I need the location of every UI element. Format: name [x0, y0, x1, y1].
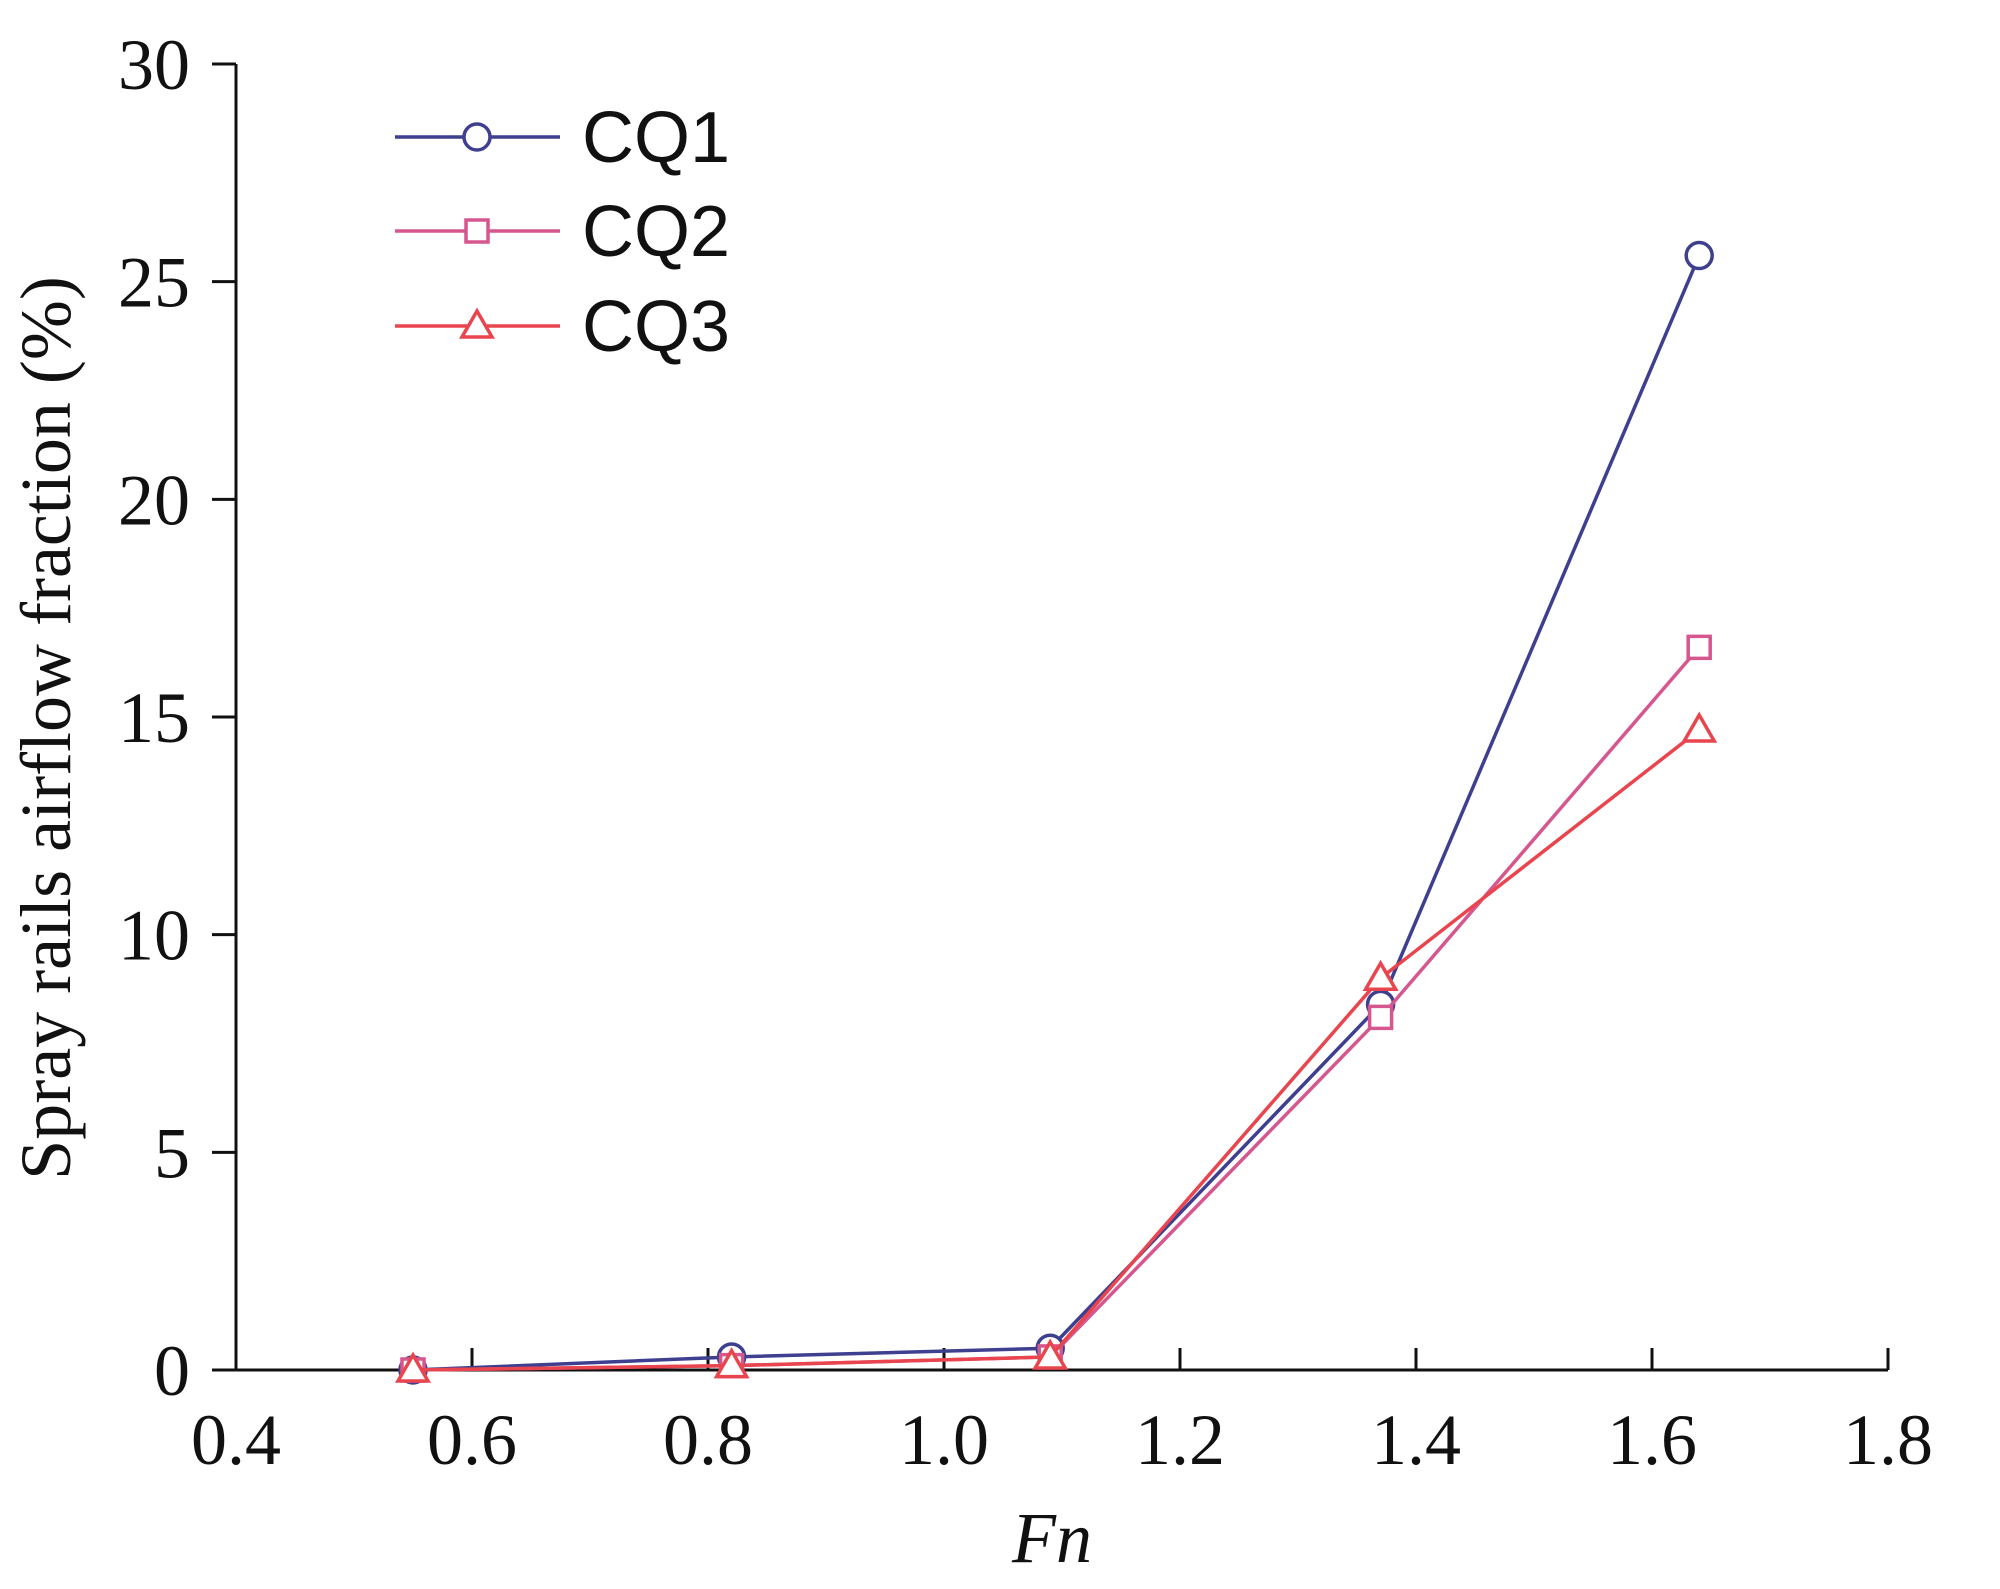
x-tick-label: 1.6: [1607, 1400, 1697, 1480]
x-tick-label: 1.4: [1371, 1400, 1461, 1480]
plot-lines: [394, 240, 1718, 1385]
y-tick-label: 5: [154, 1113, 190, 1193]
x-tick-label: 0.4: [191, 1400, 281, 1480]
y-tick-label: 25: [118, 243, 190, 323]
series-line-cq1: [412, 254, 1701, 1372]
axes: 0 5 10 15 20 25 30 0.4 0.6 0.8 1.0 1.2 1.4 1.6 1.8: [118, 25, 1933, 1480]
data-point-cq3: [1362, 959, 1399, 991]
y-tick-label: 15: [118, 678, 190, 758]
data-point-cq1: [1684, 240, 1714, 271]
x-tick-label: 1.8: [1843, 1400, 1933, 1480]
data-point-cq2: [1367, 1004, 1394, 1031]
data-point-cq2: [1686, 634, 1712, 661]
legend-item-cq2: CQ2: [395, 192, 730, 272]
data-point-cq3: [1681, 711, 1718, 743]
legend: CQ1 CQ2 CQ3: [395, 98, 730, 367]
x-tick-label: 0.8: [663, 1400, 753, 1480]
x-tick-label: 0.6: [427, 1400, 517, 1480]
data-point-cq3: [394, 1351, 432, 1383]
legend-label-cq3: CQ3: [582, 287, 730, 367]
series-line-cq3: [412, 728, 1701, 1372]
legend-item-cq1: CQ1: [395, 98, 730, 178]
x-axis-title: Fn: [1011, 1498, 1092, 1578]
x-tick-label: 1.2: [1135, 1400, 1225, 1480]
legend-label-cq2: CQ2: [582, 192, 730, 272]
legend-marker-cq3: [458, 307, 496, 339]
data-point-cq3: [1032, 1338, 1069, 1370]
series-line-cq2: [412, 646, 1701, 1372]
legend-item-cq3: CQ3: [395, 287, 730, 367]
y-axis-title: Spray rails airflow fraction (%): [6, 276, 86, 1180]
data-point-cq3: [713, 1347, 750, 1379]
legend-marker-cq1: [462, 122, 492, 152]
y-tick-label: 20: [118, 460, 190, 540]
x-tick-label: 1.0: [899, 1400, 989, 1480]
y-tick-label: 10: [118, 896, 190, 976]
legend-label-cq1: CQ1: [582, 98, 730, 178]
y-tick-label: 0: [154, 1331, 190, 1411]
legend-marker-cq2: [464, 218, 490, 244]
y-tick-label: 30: [118, 25, 190, 105]
